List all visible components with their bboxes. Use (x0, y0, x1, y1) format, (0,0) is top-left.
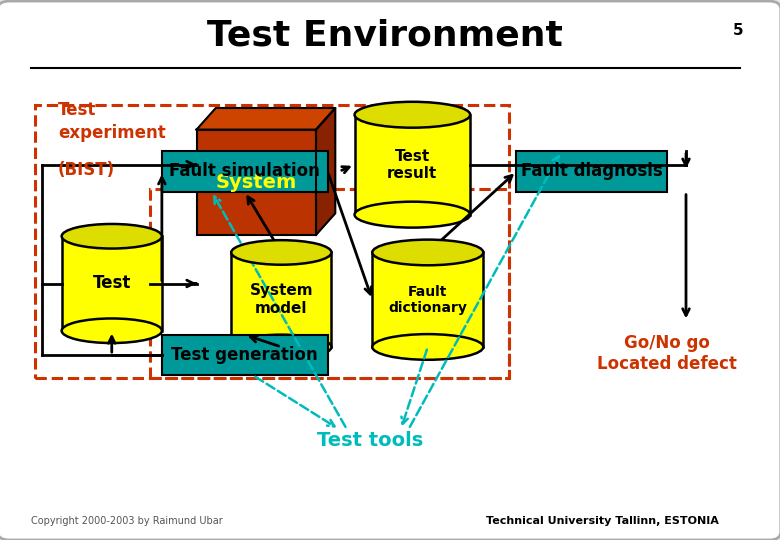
Text: Test: Test (93, 274, 131, 293)
Text: Fault
dictionary: Fault dictionary (388, 285, 467, 315)
Ellipse shape (231, 240, 332, 265)
Text: Technical University Tallinn, ESTONIA: Technical University Tallinn, ESTONIA (486, 516, 718, 526)
Text: Test
experiment: Test experiment (58, 102, 165, 141)
Bar (62, 237, 162, 330)
Text: System: System (215, 173, 297, 192)
Bar (162, 335, 328, 375)
Ellipse shape (372, 240, 484, 265)
Text: Test Environment: Test Environment (207, 18, 563, 52)
Ellipse shape (372, 334, 484, 360)
Ellipse shape (62, 224, 162, 248)
Bar (162, 151, 328, 192)
Text: Test
result: Test result (387, 148, 438, 181)
Ellipse shape (355, 102, 470, 127)
Bar (516, 151, 667, 192)
Bar (372, 253, 484, 347)
Ellipse shape (62, 319, 162, 343)
Ellipse shape (355, 202, 470, 228)
Text: System
model: System model (250, 284, 313, 316)
Bar (197, 130, 316, 235)
Polygon shape (197, 108, 335, 130)
Text: 5: 5 (733, 23, 744, 38)
Bar (151, 189, 509, 378)
Text: Fault simulation: Fault simulation (169, 163, 320, 180)
Text: Fault diagnosis: Fault diagnosis (521, 163, 662, 180)
Bar (355, 115, 470, 215)
Text: Go/No go
Located defect: Go/No go Located defect (597, 334, 736, 373)
Bar (231, 253, 332, 347)
Text: (BIST): (BIST) (58, 161, 115, 179)
Bar (34, 105, 509, 378)
Ellipse shape (231, 335, 332, 359)
Text: Copyright 2000-2003 by Raimund Ubar: Copyright 2000-2003 by Raimund Ubar (31, 516, 222, 526)
Text: Test tools: Test tools (317, 430, 423, 450)
Polygon shape (316, 108, 335, 235)
Text: Test generation: Test generation (172, 346, 318, 364)
